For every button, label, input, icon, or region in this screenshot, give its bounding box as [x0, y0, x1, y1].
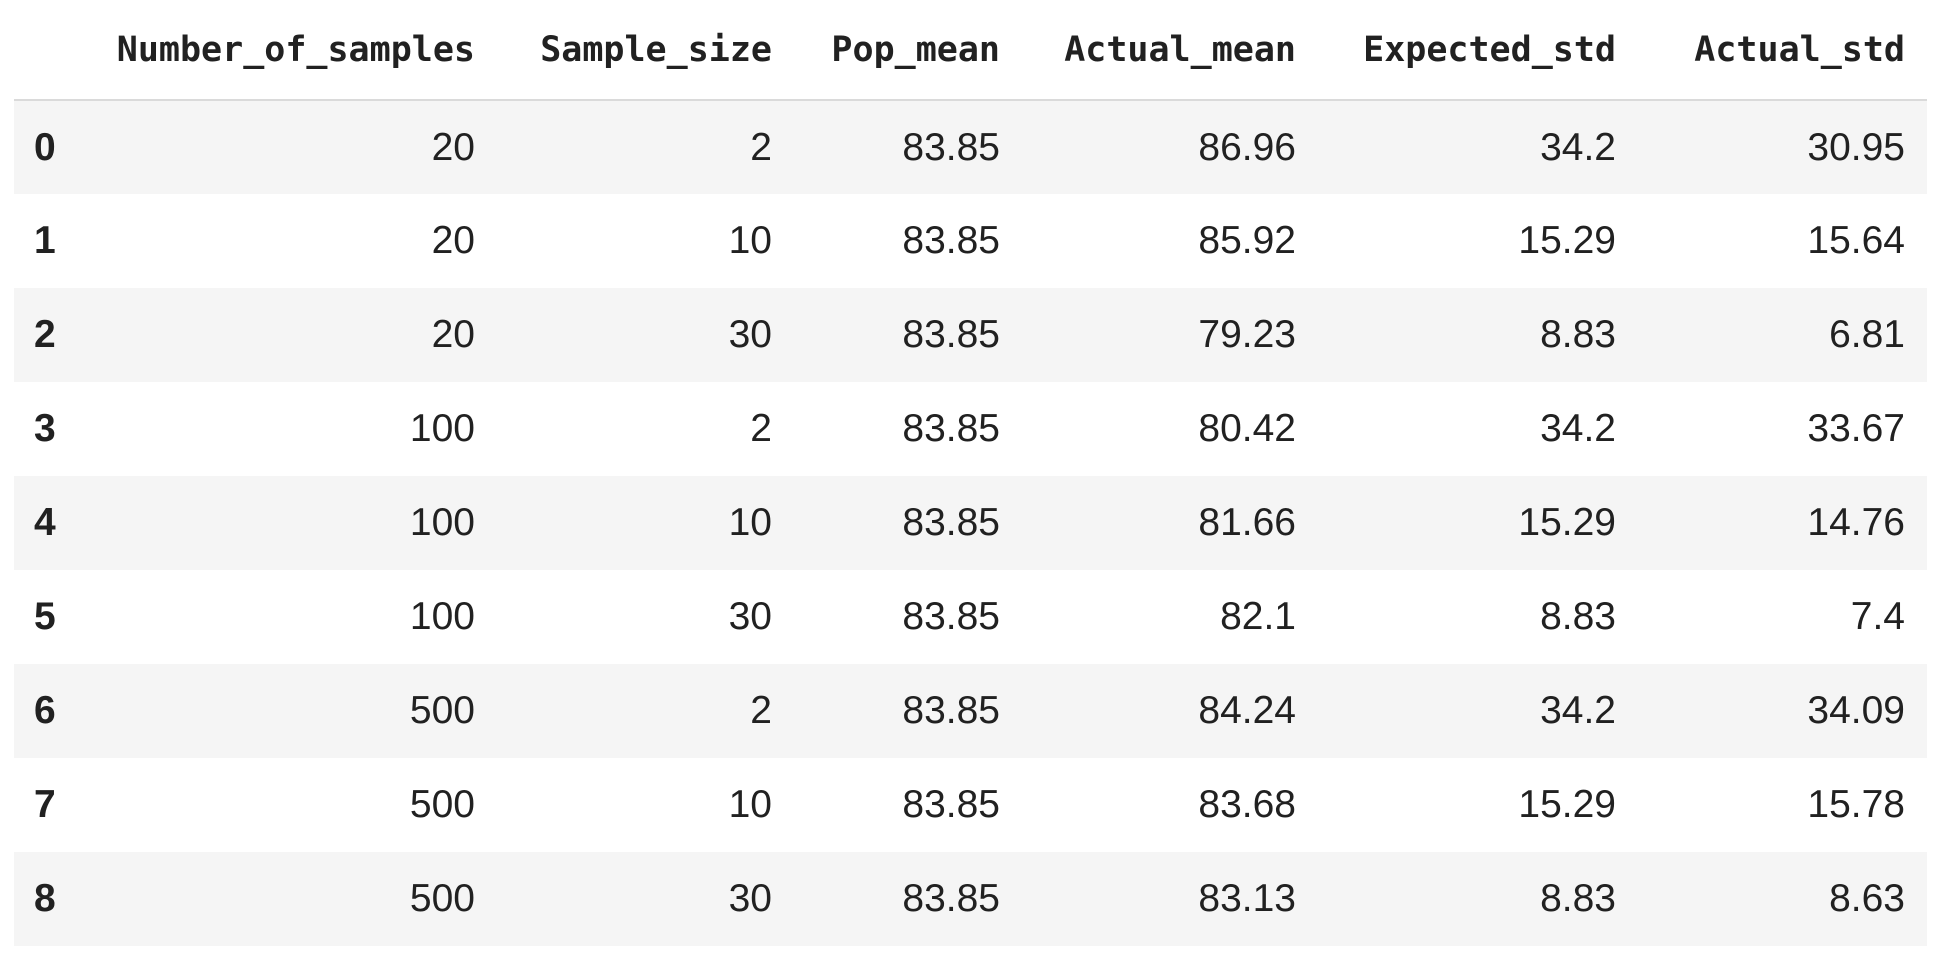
cell-expected-std: 8.83 — [1540, 313, 1616, 356]
cell-sample-size: 30 — [728, 877, 772, 920]
cell-sample-size: 30 — [728, 313, 772, 356]
row-index: 1 — [34, 219, 56, 262]
cell-pop-mean: 83.85 — [902, 689, 1000, 732]
cell-pop-mean: 83.85 — [902, 313, 1000, 356]
table-row: 7 500 10 83.85 83.68 15.29 15.78 — [14, 758, 1927, 852]
cell-actual-std: 7.4 — [1850, 595, 1905, 638]
cell-actual-mean: 86.96 — [1198, 125, 1296, 169]
cell-pop-mean: 83.85 — [902, 595, 1000, 638]
table-row: 5 100 30 83.85 82.1 8.83 7.4 — [14, 570, 1927, 664]
cell-number-of-samples: 20 — [431, 219, 475, 262]
cell-number-of-samples: 500 — [409, 783, 475, 826]
cell-sample-size: 30 — [728, 595, 772, 638]
cell-sample-size: 2 — [750, 689, 772, 732]
cell-actual-mean: 82.1 — [1220, 595, 1296, 638]
cell-actual-std: 14.76 — [1807, 501, 1905, 544]
cell-sample-size: 2 — [750, 125, 772, 169]
cell-number-of-samples: 100 — [409, 407, 475, 450]
column-header-actual-mean: Actual_mean — [1022, 0, 1318, 101]
dataframe-output: Number_of_samples Sample_size Pop_mean A… — [14, 0, 1927, 946]
table-row: 3 100 2 83.85 80.42 34.2 33.67 — [14, 382, 1927, 476]
cell-pop-mean: 83.85 — [902, 877, 1000, 920]
row-index: 8 — [34, 877, 56, 920]
cell-expected-std: 15.29 — [1518, 783, 1616, 826]
cell-actual-std: 15.78 — [1807, 783, 1905, 826]
cell-actual-std: 15.64 — [1807, 219, 1905, 262]
column-header-sample-size: Sample_size — [497, 0, 794, 101]
row-index: 2 — [34, 313, 56, 356]
cell-number-of-samples: 100 — [409, 595, 475, 638]
table-row: 8 500 30 83.85 83.13 8.83 8.63 — [14, 852, 1927, 946]
table-row: 1 20 10 83.85 85.92 15.29 15.64 — [14, 194, 1927, 288]
cell-sample-size: 10 — [728, 219, 772, 262]
cell-number-of-samples: 20 — [431, 313, 475, 356]
cell-expected-std: 8.83 — [1540, 877, 1616, 920]
cell-actual-mean: 83.13 — [1198, 877, 1296, 920]
cell-actual-mean: 85.92 — [1198, 219, 1296, 262]
row-index: 3 — [34, 407, 56, 450]
cell-expected-std: 15.29 — [1518, 501, 1616, 544]
cell-actual-mean: 81.66 — [1198, 501, 1296, 544]
cell-sample-size: 10 — [728, 501, 772, 544]
cell-actual-std: 6.81 — [1829, 313, 1905, 356]
cell-expected-std: 15.29 — [1518, 219, 1616, 262]
cell-actual-std: 30.95 — [1807, 125, 1905, 169]
cell-pop-mean: 83.85 — [902, 783, 1000, 826]
column-header-expected-std: Expected_std — [1318, 0, 1638, 101]
cell-actual-std: 8.63 — [1829, 877, 1905, 920]
row-index: 6 — [34, 689, 56, 732]
cell-number-of-samples: 20 — [431, 125, 475, 169]
header-row: Number_of_samples Sample_size Pop_mean A… — [14, 0, 1927, 101]
cell-expected-std: 8.83 — [1540, 595, 1616, 638]
cell-pop-mean: 83.85 — [902, 125, 1000, 169]
cell-sample-size: 10 — [728, 783, 772, 826]
cell-number-of-samples: 100 — [409, 501, 475, 544]
cell-number-of-samples: 500 — [409, 689, 475, 732]
column-header-actual-std: Actual_std — [1638, 0, 1927, 101]
cell-sample-size: 2 — [750, 407, 772, 450]
cell-actual-std: 33.67 — [1807, 407, 1905, 450]
table-row: 6 500 2 83.85 84.24 34.2 34.09 — [14, 664, 1927, 758]
cell-actual-mean: 83.68 — [1198, 783, 1296, 826]
table-row: 2 20 30 83.85 79.23 8.83 6.81 — [14, 288, 1927, 382]
cell-actual-std: 34.09 — [1807, 689, 1905, 732]
cell-actual-mean: 80.42 — [1198, 407, 1296, 450]
dataframe-table: Number_of_samples Sample_size Pop_mean A… — [14, 0, 1927, 946]
row-index: 5 — [34, 595, 56, 638]
cell-pop-mean: 83.85 — [902, 501, 1000, 544]
cell-expected-std: 34.2 — [1540, 125, 1616, 169]
cell-actual-mean: 79.23 — [1198, 313, 1296, 356]
cell-actual-mean: 84.24 — [1198, 689, 1296, 732]
column-header-pop-mean: Pop_mean — [794, 0, 1022, 101]
row-index: 7 — [34, 783, 56, 826]
cell-pop-mean: 83.85 — [902, 407, 1000, 450]
cell-expected-std: 34.2 — [1540, 689, 1616, 732]
row-index: 4 — [34, 501, 56, 544]
row-index: 0 — [34, 125, 56, 169]
index-header — [14, 0, 86, 101]
cell-pop-mean: 83.85 — [902, 219, 1000, 262]
table-row: 4 100 10 83.85 81.66 15.29 14.76 — [14, 476, 1927, 570]
cell-number-of-samples: 500 — [409, 877, 475, 920]
column-header-number-of-samples: Number_of_samples — [86, 0, 497, 101]
cell-expected-std: 34.2 — [1540, 407, 1616, 450]
table-row: 0 20 2 83.85 86.96 34.2 30.95 — [14, 100, 1927, 194]
